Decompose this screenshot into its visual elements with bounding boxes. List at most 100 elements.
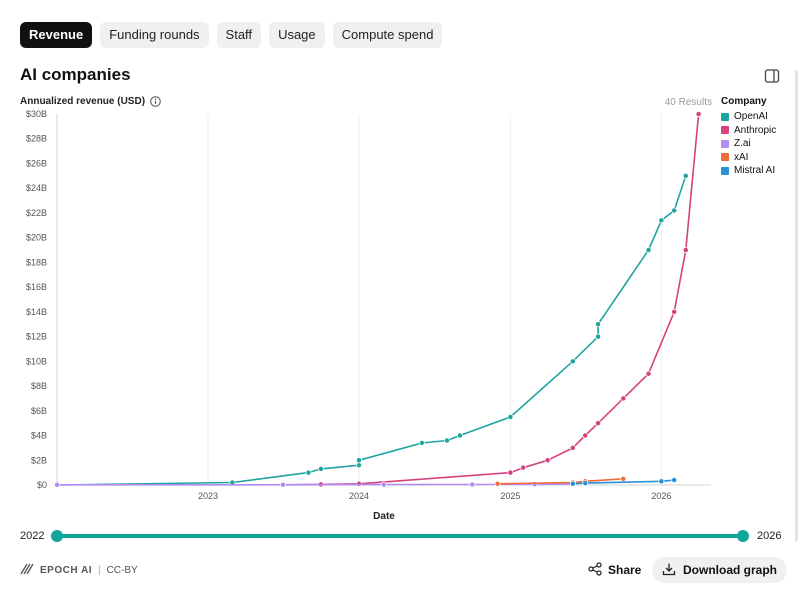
y-axis-label: Annualized revenue (USD) [20, 96, 161, 107]
data-point-anthropic [671, 308, 678, 315]
data-point-z-ai [469, 481, 476, 488]
legend-label: xAI [734, 151, 749, 163]
legend-label: OpenAI [734, 111, 768, 123]
y-tick-label: $16B [26, 282, 47, 292]
data-point-anthropic [507, 469, 514, 476]
tab-funding-rounds[interactable]: Funding rounds [100, 22, 209, 48]
x-tick-label: 2024 [349, 491, 369, 501]
slider-end-label: 2026 [757, 530, 782, 542]
data-point-openai [671, 207, 678, 214]
date-range-slider-track[interactable] [57, 534, 743, 538]
legend-swatch [721, 139, 729, 148]
y-tick-label: $20B [26, 233, 47, 243]
data-point-anthropic [595, 420, 602, 427]
data-point-openai [317, 465, 324, 472]
x-tick-label: 2023 [198, 491, 218, 501]
y-tick-label: $12B [26, 332, 47, 342]
epoch-logo-icon [20, 563, 34, 578]
license-label: CC-BY [106, 565, 138, 576]
data-point-openai [456, 432, 463, 439]
download-graph-button[interactable]: Download graph [652, 557, 787, 583]
legend-label: Z.ai [734, 138, 751, 150]
series-line-openai [56, 175, 687, 486]
series-line-mistral-ai [572, 479, 675, 485]
data-point-openai [569, 358, 576, 365]
y-axis-label-text: Annualized revenue (USD) [20, 96, 146, 107]
data-point-anthropic [682, 247, 689, 253]
series-line-anthropic [282, 113, 700, 486]
legend-item-xai[interactable]: xAI [721, 151, 776, 165]
legend-label: Mistral AI [734, 165, 776, 177]
data-point-mistral-ai [569, 480, 576, 487]
share-icon [588, 561, 602, 579]
data-point-openai [418, 440, 425, 446]
sidebar-toggle-icon[interactable] [764, 68, 780, 84]
slider-end-handle[interactable] [737, 530, 749, 542]
y-tick-label: $30B [26, 109, 47, 119]
y-tick-label: $10B [26, 356, 47, 366]
y-tick-label: $24B [26, 183, 47, 193]
legend-swatch [721, 126, 729, 135]
y-tick-label: $0 [37, 480, 47, 490]
share-button[interactable]: Share [588, 558, 641, 582]
data-point-openai [507, 414, 514, 420]
footer-divider: | [97, 565, 101, 576]
data-point-mistral-ai [582, 480, 589, 487]
x-axis-title: Date [373, 511, 395, 522]
data-point-anthropic [620, 395, 627, 402]
download-icon [662, 562, 676, 579]
data-point-xai [620, 475, 627, 482]
x-tick-label: 2026 [651, 491, 671, 501]
download-label: Download graph [683, 563, 777, 577]
series-line-xai [497, 478, 624, 485]
tab-revenue[interactable]: Revenue [20, 22, 93, 48]
legend-item-openai[interactable]: OpenAI [721, 110, 776, 124]
data-point-anthropic [645, 370, 652, 377]
data-point-openai [444, 437, 451, 444]
data-point-openai [682, 172, 689, 179]
page-title: AI companies [20, 65, 131, 84]
y-tick-label: $6B [31, 406, 47, 416]
legend: Company OpenAI Anthropic Z.ai xAI Mistra… [721, 96, 776, 178]
data-point-anthropic [695, 111, 702, 117]
footer-attribution: EPOCH AI | CC-BY [20, 563, 138, 578]
legend-label: Anthropic [734, 124, 777, 136]
data-point-openai [595, 321, 602, 328]
brand-name: EPOCH AI [40, 565, 92, 576]
slider-start-label: 2022 [20, 530, 45, 542]
y-tick-label: $2B [31, 455, 47, 465]
tab-compute-spend[interactable]: Compute spend [332, 22, 443, 48]
series-line-z-ai [57, 483, 573, 486]
data-point-openai [595, 333, 602, 340]
data-point-openai [356, 457, 362, 464]
legend-item-zai[interactable]: Z.ai [721, 137, 776, 151]
y-tick-label: $4B [31, 431, 47, 441]
tab-staff[interactable]: Staff [216, 22, 262, 48]
y-tick-label: $22B [26, 208, 47, 218]
tab-bar: Revenue Funding rounds Staff Usage Compu… [20, 22, 443, 48]
tab-usage[interactable]: Usage [269, 22, 325, 48]
slider-start-handle[interactable] [51, 530, 63, 542]
y-tick-label: $14B [26, 307, 47, 317]
data-point-mistral-ai [658, 478, 665, 485]
data-point-mistral-ai [671, 477, 678, 484]
scrollbar[interactable] [795, 70, 798, 542]
info-icon[interactable] [150, 96, 161, 107]
data-point-anthropic [520, 464, 527, 471]
legend-swatch [721, 112, 729, 121]
legend-swatch [721, 166, 729, 175]
x-tick-label: 2025 [500, 491, 520, 501]
legend-item-mistral-ai[interactable]: Mistral AI [721, 164, 776, 178]
legend-swatch [721, 153, 729, 162]
data-point-openai [356, 462, 362, 469]
data-point-xai [494, 480, 501, 487]
data-point-z-ai [380, 481, 387, 488]
y-tick-label: $8B [31, 381, 47, 391]
legend-title: Company [721, 96, 767, 107]
y-tick-label: $18B [26, 257, 47, 267]
data-point-anthropic [356, 480, 362, 487]
data-point-z-ai [279, 481, 286, 488]
y-tick-label: $28B [26, 134, 47, 144]
legend-item-anthropic[interactable]: Anthropic [721, 124, 776, 138]
